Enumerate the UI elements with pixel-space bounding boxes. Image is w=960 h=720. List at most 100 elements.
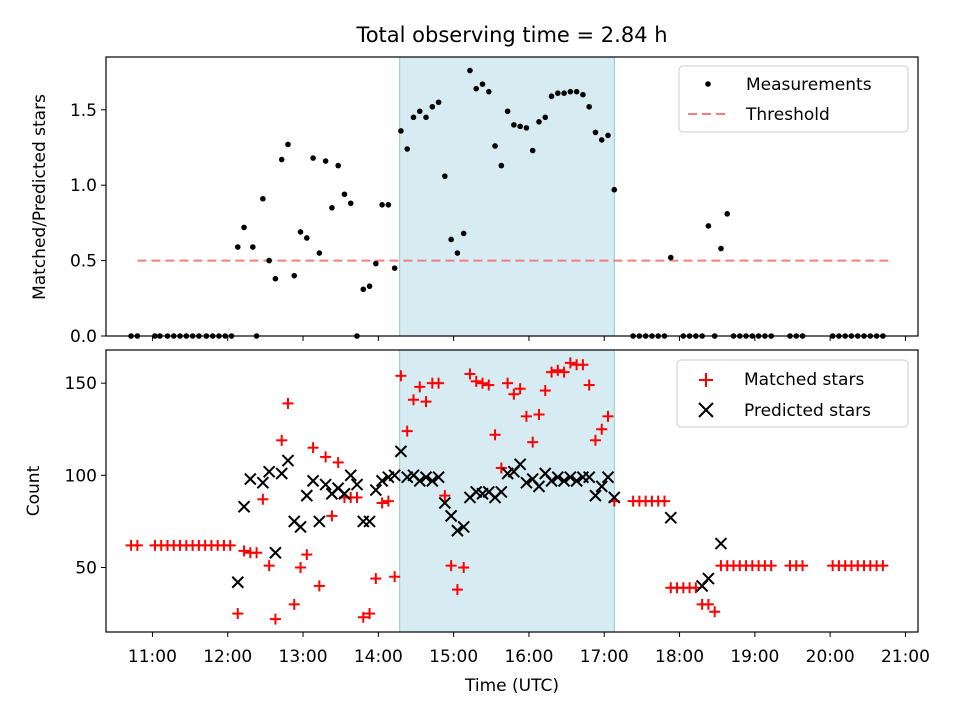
measurement-point (266, 257, 272, 264)
measurement-point (404, 146, 411, 152)
predicted-star-point (237, 500, 251, 513)
legend-marker-matched (699, 373, 713, 387)
x-tick-label: 15:00 (429, 647, 478, 667)
measurement-point (423, 114, 429, 121)
predicted-star-point (451, 524, 464, 537)
measurement-point (373, 260, 379, 267)
predicted-star-point (281, 454, 295, 467)
measurement-point (360, 286, 367, 293)
matched-star-point (401, 425, 413, 437)
x-tick-label: 19:00 (730, 647, 779, 667)
matched-star-point (332, 456, 344, 468)
ratio-panel: 0.0 0.5 1.0 1.5 Matched/Predicted stars Mea… (30, 56, 919, 347)
predicted-star-point (269, 546, 282, 559)
measurement-point (473, 85, 480, 92)
matched-star-point (414, 381, 426, 393)
predicted-star-point (551, 470, 565, 484)
predicted-star-point (495, 485, 508, 499)
matched-star-point (470, 375, 482, 387)
measurement-point (435, 99, 442, 106)
matched-star-point (420, 396, 432, 408)
matched-star-point (527, 436, 539, 448)
matched-star-point (577, 359, 589, 371)
measurement-point (517, 123, 523, 130)
measurement-point (573, 88, 580, 95)
matched-star-point (489, 429, 501, 441)
matched-star-point (224, 539, 236, 551)
legend-marker-predicted (698, 402, 714, 418)
matched-star-point (382, 495, 394, 507)
matched-star-point (407, 394, 419, 406)
predicted-star-point (714, 537, 728, 550)
predicted-star-point (319, 478, 332, 491)
measurement-point (460, 230, 467, 237)
measurement-point (504, 108, 511, 115)
plot-frame-bottom (105, 349, 919, 633)
matched-star-point (495, 462, 507, 474)
observing-window-shade-bottom (399, 349, 615, 633)
measurement-point (485, 88, 492, 95)
matched-star-point (877, 560, 889, 572)
predicted-star-point (513, 458, 527, 471)
predicted-star-point (608, 491, 621, 504)
matched-star-point (238, 545, 250, 557)
predicted-star-point (419, 470, 433, 484)
x-ticks-bottom: 11:00 12:00 13:00 14:00 15:00 16:00 17:00 18:00… (128, 632, 930, 667)
predicted-star-point (601, 470, 615, 484)
measurement-point (316, 250, 323, 256)
measurement-point (598, 137, 605, 143)
matched-star-point (502, 377, 514, 389)
matched-star-point (658, 495, 670, 507)
measurement-point (542, 114, 549, 121)
matched-star-point (583, 379, 595, 391)
matched-star-point (232, 608, 244, 620)
matched-star-point (558, 366, 570, 378)
measurement-point (385, 201, 392, 208)
predicted-star-point (426, 474, 439, 488)
predicted-star-point (413, 474, 426, 488)
matched-star-point (520, 410, 532, 422)
measurement-point (667, 254, 674, 261)
measurement-point (347, 200, 354, 207)
matched-star-point (602, 410, 614, 422)
measurement-point (523, 125, 530, 131)
measurement-point (391, 265, 398, 271)
x-tick-label: 17:00 (580, 647, 629, 667)
legend-label-predicted: Predicted stars (744, 401, 871, 421)
predicted-star-point (432, 470, 445, 484)
legend-label-matched: Matched stars (744, 370, 864, 390)
measurement-point (567, 88, 574, 95)
y-tick-label: 50 (75, 558, 97, 578)
x-tick-label: 16:00 (504, 647, 553, 667)
measurement-point (272, 275, 279, 282)
predicted-star-point (375, 474, 389, 488)
measurement-point (705, 223, 712, 229)
predicted-star-point (338, 487, 351, 500)
matched-star-point (276, 434, 288, 446)
matched-star-point (131, 539, 143, 551)
y-tick-label: 0.5 (70, 252, 97, 272)
matched-star-point (326, 510, 338, 522)
y-tick-label: 150 (65, 374, 97, 394)
y-tick-label: 100 (65, 466, 97, 486)
legend-top: Measurements Threshold (678, 65, 909, 133)
measurement-point (410, 114, 417, 121)
matched-star-point (307, 442, 319, 454)
measurement-point (448, 236, 454, 243)
matched-star-point (458, 561, 470, 573)
y-tick-label: 0.0 (70, 327, 97, 347)
matched-star-point (451, 584, 463, 596)
predicted-star-point (520, 476, 533, 489)
measurement-point (241, 224, 247, 231)
measurement-point (379, 201, 385, 208)
measurement-point (492, 143, 498, 149)
matched-star-point (709, 606, 721, 618)
y-tick-label: 1.0 (70, 176, 97, 196)
matched-star-point (464, 368, 476, 380)
measurement-point (529, 147, 536, 154)
matched-star-point (514, 383, 526, 395)
predicted-star-point (344, 469, 357, 482)
matched-star-point (546, 366, 558, 378)
x-tick-label: 21:00 (881, 647, 930, 667)
predicted-star-point (231, 576, 244, 589)
